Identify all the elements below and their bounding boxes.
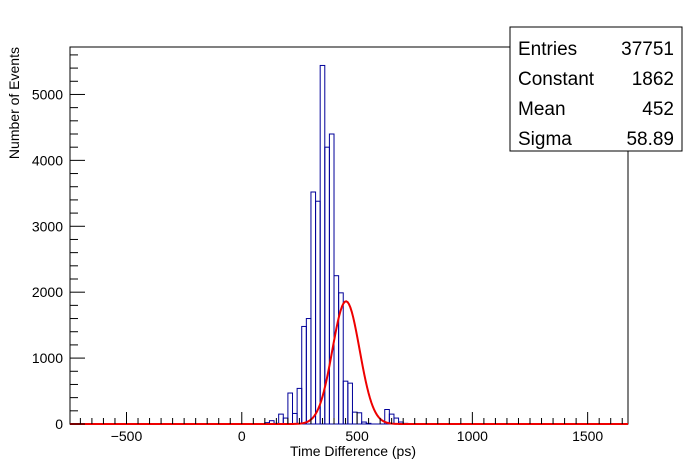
y-tick-label: 4000 bbox=[32, 152, 63, 168]
y-tick-label: 0 bbox=[55, 416, 63, 432]
y-axis-title: Number of Events bbox=[6, 47, 22, 159]
x-tick-label: −500 bbox=[111, 428, 143, 444]
y-tick-label: 3000 bbox=[32, 218, 63, 234]
x-tick-label: 1500 bbox=[572, 428, 603, 444]
y-tick-label: 2000 bbox=[32, 284, 63, 300]
y-tick-label: 5000 bbox=[32, 86, 63, 102]
stats-label-mean: Mean bbox=[518, 99, 566, 120]
stats-box: Entries 37751 Constant 1862 Mean 452 Sigma 58.8… bbox=[509, 26, 683, 152]
x-tick-label: 500 bbox=[345, 428, 369, 444]
stats-label-sigma: Sigma bbox=[518, 129, 572, 150]
stats-value-mean: 452 bbox=[642, 99, 674, 120]
stats-box-frame bbox=[509, 26, 683, 152]
x-axis-title: Time Difference (ps) bbox=[290, 443, 416, 459]
x-tick-label: 1000 bbox=[457, 428, 488, 444]
stats-value-constant: 1862 bbox=[632, 69, 674, 90]
gaussian-fit-curve bbox=[70, 300, 628, 425]
stats-label-constant: Constant bbox=[518, 69, 595, 90]
stats-value-sigma: 58.89 bbox=[626, 129, 674, 150]
x-axis: −500 0 500 1000 1500 bbox=[79, 412, 623, 444]
stats-label-entries: Entries bbox=[518, 39, 577, 60]
y-axis: 0 1000 2000 3000 4000 5000 bbox=[32, 54, 85, 432]
x-tick-label: 0 bbox=[238, 428, 246, 444]
y-tick-label: 1000 bbox=[32, 350, 63, 366]
stats-value-entries: 37751 bbox=[621, 39, 674, 60]
